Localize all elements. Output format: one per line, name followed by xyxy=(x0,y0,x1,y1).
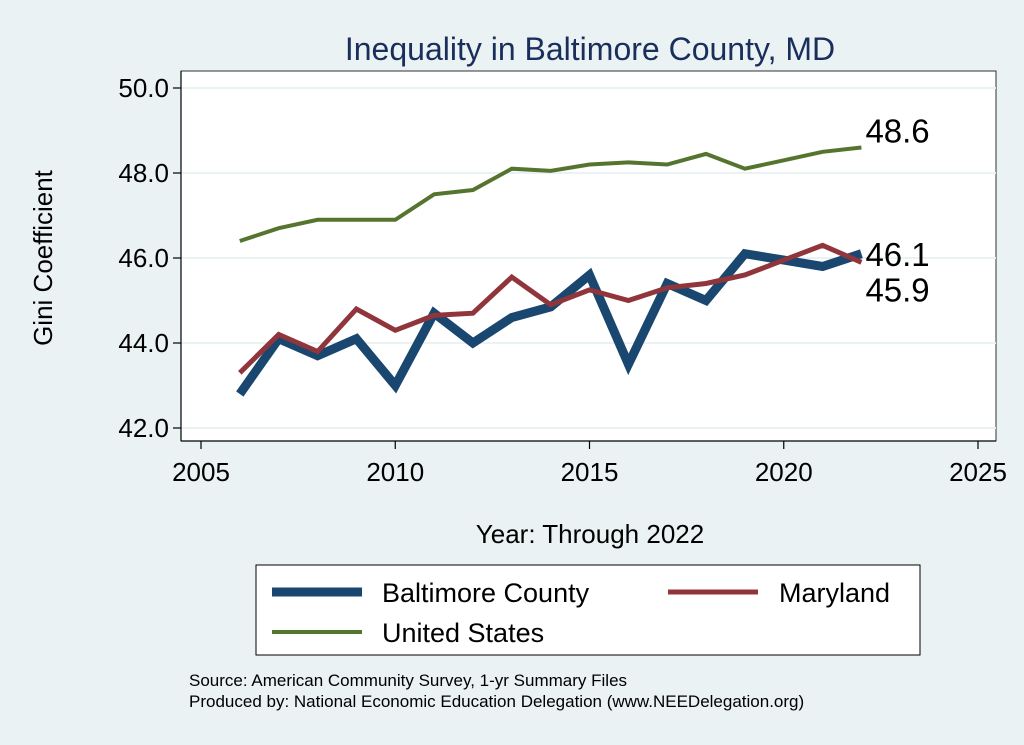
series-line-united-states xyxy=(239,145,862,243)
x-axis-title: Year: Through 2022 xyxy=(476,519,704,549)
end-label-baltimore-county: 46.1 xyxy=(865,236,929,273)
legend-label-united-states: United States xyxy=(382,618,544,648)
y-axis-title: Gini Coefficient xyxy=(28,169,58,346)
y-tick-label: 48.0 xyxy=(118,158,169,188)
series-lines xyxy=(236,145,863,397)
y-axis: 42.0 44.0 46.0 48.0 50.0 xyxy=(118,71,182,443)
x-tick-label: 2005 xyxy=(172,457,230,487)
y-tick-label: 42.0 xyxy=(118,413,169,443)
source-note: Source: American Community Survey, 1-yr … xyxy=(189,671,627,690)
y-tick-label: 50.0 xyxy=(118,73,169,103)
producer-note: Produced by: National Economic Education… xyxy=(189,692,804,711)
end-label-united-states: 48.6 xyxy=(865,113,929,150)
end-label-maryland: 45.9 xyxy=(865,271,929,308)
end-labels: 46.145.9 48.6 xyxy=(865,113,929,309)
x-tick-label: 2015 xyxy=(561,457,619,487)
y-tick-label: 46.0 xyxy=(118,243,169,273)
x-tick-label: 2010 xyxy=(366,457,424,487)
x-tick-label: 2020 xyxy=(755,457,813,487)
gridlines xyxy=(181,87,996,429)
series-line-maryland xyxy=(238,242,863,375)
x-axis: 2005 2010 2015 2020 2025 xyxy=(172,440,1007,487)
legend: Baltimore County Maryland United States xyxy=(255,564,921,656)
legend-label-baltimore-county: Baltimore County xyxy=(382,578,590,608)
legend-box xyxy=(255,564,921,656)
y-tick-label: 44.0 xyxy=(118,328,169,358)
x-tick-label: 2025 xyxy=(949,457,1007,487)
legend-label-maryland: Maryland xyxy=(779,578,890,608)
chart-title: Inequality in Baltimore County, MD xyxy=(345,31,835,67)
